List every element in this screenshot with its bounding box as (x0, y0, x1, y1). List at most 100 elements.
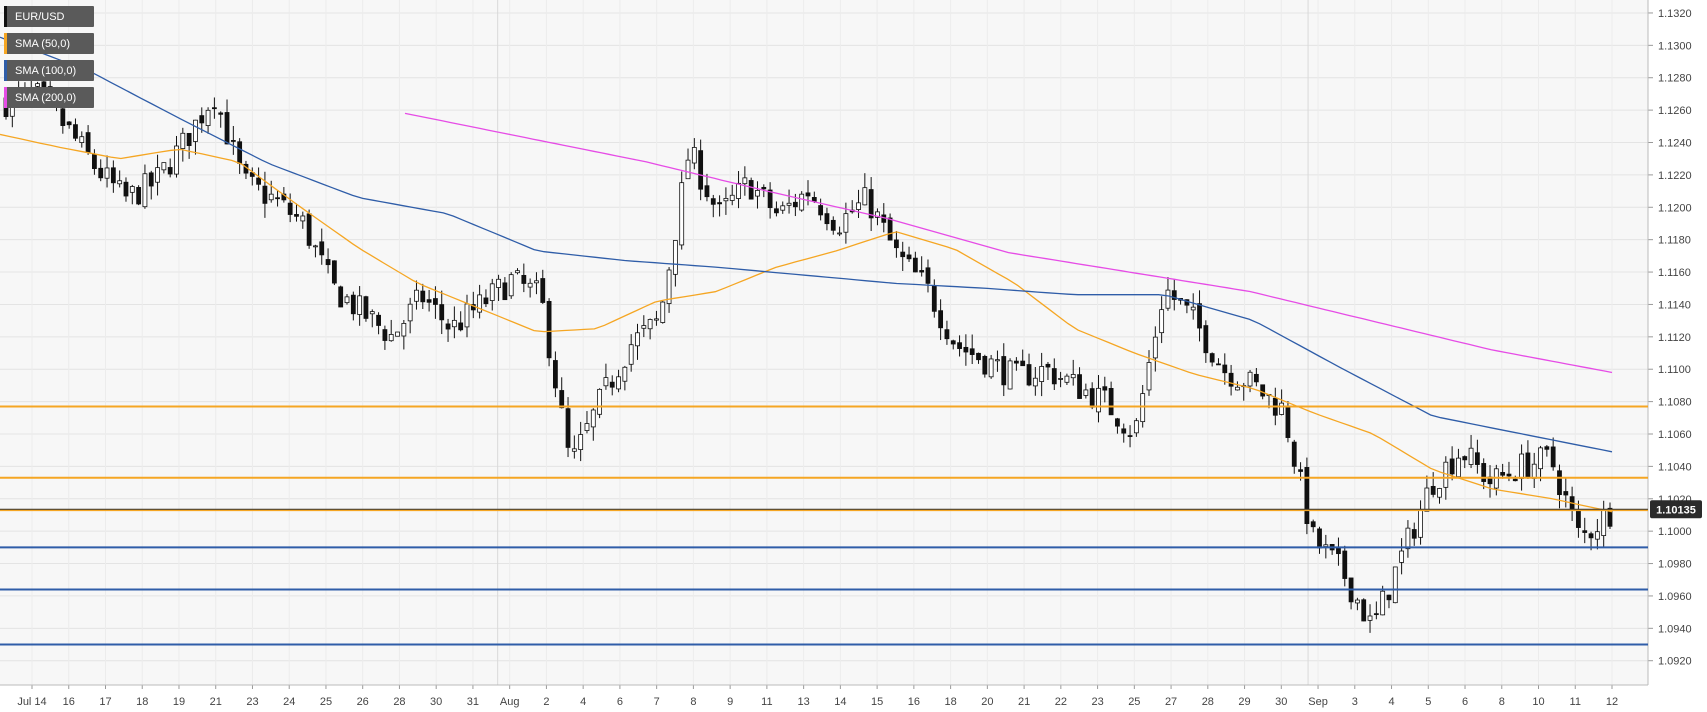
candle-body (79, 136, 85, 143)
candle-body (1538, 447, 1543, 470)
candle-body (805, 192, 811, 197)
candle-body (976, 352, 981, 361)
x-tick-label: 24 (283, 696, 295, 708)
legend-item-sma100[interactable]: SMA (100,0) (4, 60, 94, 81)
candle-body (1102, 386, 1108, 391)
candle-body (755, 190, 760, 197)
candle-body (1386, 594, 1392, 601)
candle-body (1550, 446, 1556, 468)
candle-body (1209, 353, 1215, 363)
candle-body (616, 376, 621, 390)
y-tick-label: 1.0940 (1658, 623, 1692, 635)
plot-background (0, 0, 1648, 685)
candle-body (1260, 384, 1266, 397)
y-tick-label: 1.1200 (1658, 202, 1692, 214)
candle-body (660, 301, 666, 323)
x-tick-label: 15 (871, 696, 883, 708)
x-tick-label: 30 (430, 696, 442, 708)
legend-item-sma200[interactable]: SMA (200,0) (4, 87, 94, 108)
sma200-line (404, 112, 1613, 374)
x-tick-label: Jul 14 (17, 696, 46, 708)
candle-body (369, 311, 375, 315)
candle-body (508, 274, 514, 297)
candle-body (1531, 463, 1537, 479)
x-tick-label: 12 (1606, 696, 1618, 708)
candle-body (1456, 457, 1461, 478)
candle-body (748, 180, 754, 200)
candle-body (1449, 458, 1455, 475)
candle-body (1039, 366, 1045, 382)
candle-body (161, 162, 167, 171)
candle-body (1525, 452, 1531, 478)
candle-body (464, 303, 470, 328)
y-tick-label: 1.1260 (1658, 105, 1692, 117)
x-tick-label: 23 (1091, 696, 1103, 708)
candle-body (856, 202, 861, 210)
y-tick-label: 1.1120 (1658, 332, 1691, 344)
candle-body (1462, 456, 1468, 461)
candle-body (565, 408, 571, 448)
candle-body (1159, 309, 1165, 334)
y-tick-label: 1.1320 (1658, 8, 1692, 20)
x-tick-label: 16 (63, 696, 75, 708)
candle-body (1216, 363, 1221, 366)
candle-body (837, 232, 842, 235)
candle-body (1576, 509, 1581, 528)
candle-body (1582, 530, 1588, 533)
x-tick-label: 16 (908, 696, 920, 708)
candle-body (1399, 550, 1405, 563)
candle-body (117, 180, 123, 185)
candle-body (1430, 485, 1436, 495)
candle-body (641, 325, 647, 329)
candle-body (1310, 521, 1316, 528)
candle-body (780, 205, 786, 211)
candle-body (1089, 388, 1095, 408)
legend-item-sma50[interactable]: SMA (50,0) (4, 33, 94, 54)
legend-item-symbol[interactable]: EUR/USD (4, 6, 94, 27)
candle-body (1373, 613, 1379, 616)
candle-body (496, 278, 501, 288)
candle-body (546, 300, 552, 359)
candle-body (1279, 402, 1285, 415)
candle-body (414, 289, 419, 302)
y-tick-label: 1.1180 (1658, 235, 1691, 247)
candle-body (818, 205, 824, 216)
candle-body (174, 145, 179, 175)
y-tick-label: 1.0960 (1658, 591, 1692, 603)
x-tick-label: 25 (1128, 696, 1140, 708)
candle-body (1140, 393, 1146, 423)
candle-body (363, 296, 369, 319)
candle-body (1020, 360, 1026, 367)
legend-label-symbol: EUR/USD (15, 10, 65, 23)
candle-body (1411, 529, 1417, 539)
candle-body (376, 314, 381, 326)
candle-body (647, 319, 653, 330)
candle-body (218, 112, 224, 115)
y-tick-label: 1.1160 (1658, 267, 1691, 279)
candle-body (938, 310, 944, 329)
x-tick-label: 8 (690, 696, 696, 708)
x-tick-label: 3 (1352, 696, 1358, 708)
candle-body (1077, 374, 1082, 399)
x-tick-label: 22 (1055, 696, 1067, 708)
candle-body (906, 254, 912, 260)
x-tick-label: 4 (580, 696, 586, 708)
legend-label-sma100: SMA (100,0) (15, 64, 77, 77)
candle-body (420, 290, 426, 303)
candle-body (1222, 364, 1228, 374)
candle-body (679, 182, 685, 246)
y-tick-label: 1.1220 (1658, 170, 1692, 182)
candle-body (287, 202, 293, 215)
candle-body (180, 132, 186, 149)
candle-body (1013, 360, 1019, 364)
candle-body (1108, 388, 1114, 416)
candle-body (325, 259, 331, 266)
candle-body (1007, 360, 1013, 390)
y-tick-label: 1.0920 (1658, 656, 1692, 668)
candle-body (66, 121, 72, 126)
candle-body (597, 388, 603, 415)
x-tick-label: 7 (654, 696, 660, 708)
candle-body (60, 108, 66, 126)
candle-body (268, 193, 274, 201)
candle-body (489, 283, 495, 301)
